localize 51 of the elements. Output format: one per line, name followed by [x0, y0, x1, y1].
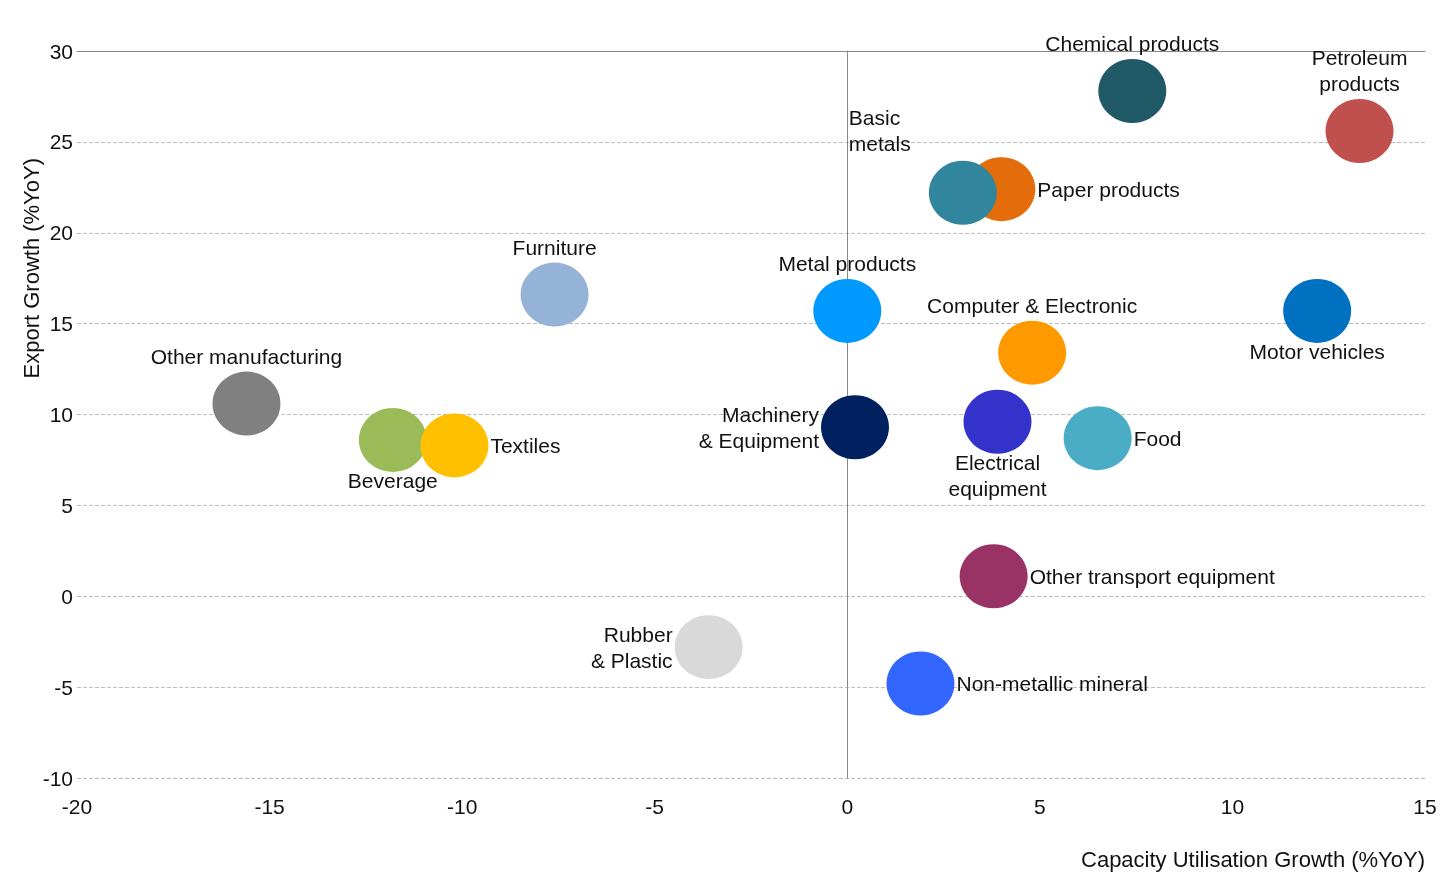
y-tick-label: -10 [42, 766, 73, 790]
point [1098, 59, 1167, 123]
x-axis-title: Capacity Utilisation Growth (%YoY) [1081, 846, 1426, 872]
y-tick-label: 30 [49, 39, 73, 63]
series-label: Petroleum products [1311, 46, 1408, 96]
point [358, 407, 427, 472]
series-label: Chemical products [1045, 32, 1220, 56]
y-axis-title: Export Growth (%YoY) [18, 157, 44, 379]
series-label: Food [1133, 426, 1182, 450]
point [1325, 98, 1394, 163]
point [520, 262, 589, 327]
point [821, 395, 889, 460]
y-tick-label: 0 [61, 584, 73, 608]
y-tick-label: 15 [49, 312, 73, 336]
x-tick-label: -20 [61, 795, 93, 818]
series-label: Other transport equipment [1029, 564, 1275, 588]
y-tick-label: 25 [49, 130, 73, 154]
series-label: Computer & Electronic [927, 294, 1138, 318]
y-tick-label: 20 [49, 221, 73, 245]
y-tick-label: 5 [61, 493, 73, 517]
point [886, 651, 955, 716]
series-label: Basic metals [848, 106, 911, 156]
series-label: Beverage [347, 469, 438, 493]
y-tick-label: -5 [54, 675, 73, 699]
x-tick-label: 5 [1034, 795, 1046, 818]
point [674, 615, 743, 680]
x-tick-label: 15 [1413, 795, 1437, 818]
series-label: Other manufacturing [150, 345, 343, 369]
point [998, 320, 1067, 385]
x-tick-label: 0 [841, 795, 854, 818]
series-label: Machinery & Equipment [698, 402, 820, 452]
point [1063, 406, 1132, 471]
point [212, 371, 281, 436]
series-label: Metal products [778, 252, 917, 276]
series-label: Furniture [512, 236, 597, 260]
series-label: Motor vehicles [1249, 340, 1385, 364]
series-label: Non-metallic mineral [956, 671, 1148, 695]
x-tick-label: 10 [1220, 795, 1245, 818]
series-label: Electrical equipment [948, 451, 1047, 501]
point [959, 544, 1028, 609]
point [928, 160, 997, 225]
series-label: Rubber & Plastic [590, 622, 673, 672]
point [963, 389, 1032, 454]
point [1283, 278, 1352, 343]
x-tick-label: -10 [446, 795, 478, 818]
x-tick-label: -15 [254, 795, 285, 818]
point [813, 278, 882, 343]
x-tick-label: -5 [645, 795, 665, 818]
y-tick-label: 10 [49, 403, 73, 426]
series-label: Paper products [1037, 177, 1180, 201]
series-label: Textiles [490, 433, 561, 457]
